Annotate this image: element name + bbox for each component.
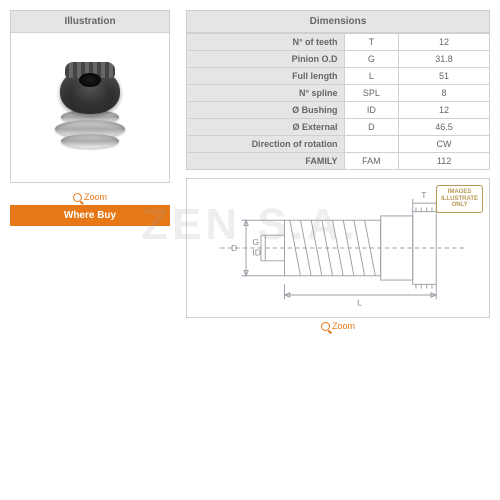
dim-symbol: SPL <box>344 85 399 102</box>
dim-value: 112 <box>399 153 490 170</box>
table-row: Full lengthL51 <box>187 68 490 85</box>
illustration-header: Illustration <box>10 10 170 33</box>
diagram-label-t: T <box>421 190 427 200</box>
dim-symbol: ID <box>344 102 399 119</box>
dim-symbol <box>344 136 399 153</box>
dimensions-table: N° of teethT12Pinion O.DG31.8Full length… <box>186 33 490 170</box>
illustration-column: Illustration Zoom Where Buy <box>10 10 170 334</box>
dim-symbol: T <box>344 34 399 51</box>
table-row: N° of teethT12 <box>187 34 490 51</box>
dim-label: N° of teeth <box>187 34 345 51</box>
zoom-icon <box>73 193 82 202</box>
dimensions-header: Dimensions <box>186 10 490 33</box>
product-detail: Illustration Zoom Where Buy Dimensions N… <box>0 0 500 344</box>
zoom-label: Zoom <box>84 192 107 202</box>
dim-value: 51 <box>399 68 490 85</box>
starter-drive-illustration <box>55 68 125 148</box>
table-row: FAMILYFAM112 <box>187 153 490 170</box>
dim-label: Direction of rotation <box>187 136 345 153</box>
diagram-label-d: D <box>231 243 237 253</box>
table-row: N° splineSPL8 <box>187 85 490 102</box>
dim-symbol: G <box>344 51 399 68</box>
dim-label: Full length <box>187 68 345 85</box>
dim-symbol: FAM <box>344 153 399 170</box>
where-buy-button[interactable]: Where Buy <box>10 205 170 226</box>
diagram-stamp: IMAGES ILLUSTRATE ONLY <box>436 185 483 213</box>
zoom-link-diagram[interactable]: Zoom <box>186 318 490 334</box>
dim-value: CW <box>399 136 490 153</box>
dim-label: Pinion O.D <box>187 51 345 68</box>
diagram-label-g: G <box>253 237 260 247</box>
dim-label: N° spline <box>187 85 345 102</box>
dim-symbol: D <box>344 119 399 136</box>
product-image <box>10 33 170 183</box>
dimension-diagram: IMAGES ILLUSTRATE ONLY <box>186 178 490 318</box>
zoom-icon <box>321 322 330 331</box>
zoom-link-illustration[interactable]: Zoom <box>10 189 170 205</box>
zoom-label: Zoom <box>332 321 355 331</box>
dim-label: Ø External <box>187 119 345 136</box>
diagram-label-l: L <box>357 298 362 308</box>
dim-value: 31.8 <box>399 51 490 68</box>
dim-value: 12 <box>399 102 490 119</box>
dim-symbol: L <box>344 68 399 85</box>
table-row: Ø BushingID12 <box>187 102 490 119</box>
dim-label: FAMILY <box>187 153 345 170</box>
dim-value: 46.5 <box>399 119 490 136</box>
diagram-label-id: ID <box>253 247 262 257</box>
dim-value: 12 <box>399 34 490 51</box>
dim-value: 8 <box>399 85 490 102</box>
dimensions-column: Dimensions N° of teethT12Pinion O.DG31.8… <box>186 10 490 334</box>
table-row: Direction of rotation CW <box>187 136 490 153</box>
dim-label: Ø Bushing <box>187 102 345 119</box>
table-row: Ø ExternalD46.5 <box>187 119 490 136</box>
table-row: Pinion O.DG31.8 <box>187 51 490 68</box>
